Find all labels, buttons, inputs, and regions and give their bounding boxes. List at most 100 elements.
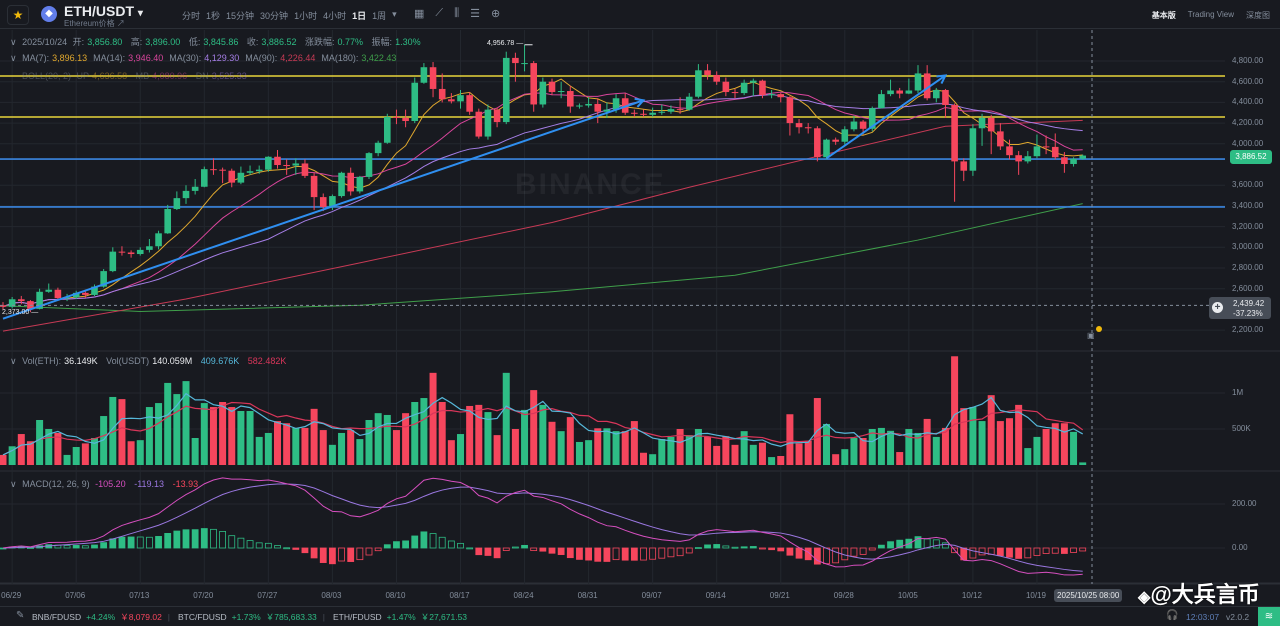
candle[interactable] [557,81,565,99]
interval-8[interactable]: ▾ [392,9,397,19]
candle[interactable] [292,158,300,175]
candle[interactable] [631,109,638,117]
collapse-chevron-icon[interactable]: ∨ [10,356,17,366]
candle[interactable] [301,159,309,178]
ticker-item[interactable]: BNB/FDUSD +4.24% ￥8,079.02 | [32,611,170,623]
candle[interactable] [136,247,144,256]
candle[interactable] [466,92,473,115]
candle[interactable] [72,290,80,300]
candle[interactable] [997,123,1004,151]
candle[interactable] [384,113,391,144]
collapse-chevron-icon[interactable]: ∨ [10,479,17,489]
candle[interactable] [731,88,739,99]
collapse-chevron-icon[interactable]: ∨ [10,37,17,47]
candle[interactable] [45,283,53,293]
candle[interactable] [567,85,574,113]
candle[interactable] [182,185,190,204]
candle[interactable] [987,114,995,155]
candle[interactable] [118,246,126,256]
candle[interactable] [255,165,263,174]
symbol-selector[interactable]: ETH/USDT ▾ [64,3,143,19]
candle[interactable] [667,105,675,114]
candle[interactable] [246,165,254,175]
candle[interactable] [283,159,290,175]
plus-circle-icon[interactable]: ⊕ [491,8,501,20]
candle[interactable] [457,89,464,109]
collapse-chevron-icon[interactable]: ∨ [10,53,17,63]
candle[interactable] [1015,151,1022,175]
candle[interactable] [676,97,684,114]
candle[interactable] [759,79,766,99]
candle[interactable] [54,287,62,301]
candle[interactable] [502,51,510,125]
candle[interactable] [411,77,419,124]
candle[interactable] [960,158,968,182]
ticker-item[interactable]: ETH/FDUSD +1.47% ￥27,671.53 [333,611,473,623]
candle[interactable] [365,152,373,179]
view-tab-0[interactable]: 基本版 [1151,11,1176,20]
alert-bell-icon[interactable]: ▣ [1087,331,1095,340]
candle[interactable] [1024,151,1032,164]
candle[interactable] [704,64,711,80]
candle[interactable] [594,98,602,124]
candle[interactable] [923,65,931,101]
candle[interactable] [347,167,354,196]
candle[interactable] [786,96,794,136]
interval-7[interactable]: 1周 [372,11,387,21]
trendline-arrow-drawing[interactable] [825,74,948,160]
symbol-subtitle-link[interactable]: Ethereum价格 ↗ [64,19,125,28]
candle[interactable] [265,156,272,172]
candle[interactable] [658,104,666,115]
candle[interactable] [310,172,318,211]
candle[interactable] [878,89,885,109]
candle[interactable] [228,168,236,188]
settings-sliders-icon[interactable]: ☰ [470,8,481,20]
candle[interactable] [356,175,364,194]
candle[interactable] [814,126,821,162]
add-alert-plus-icon[interactable]: + [1212,302,1223,313]
candle[interactable] [210,158,217,175]
candle[interactable] [722,77,730,97]
candle-type-icon[interactable]: ⫼ [454,7,460,19]
candle[interactable] [905,78,913,95]
candle[interactable] [8,296,16,309]
candle[interactable] [887,79,894,97]
edit-pencil-icon[interactable]: ✎ [16,610,25,621]
candle[interactable] [713,71,720,85]
candle[interactable] [164,204,171,234]
candle[interactable] [603,102,611,118]
candle[interactable] [420,63,428,84]
candle[interactable] [484,104,492,140]
candle[interactable] [237,166,245,185]
interval-6[interactable]: 1日 [352,11,367,21]
interval-4[interactable]: 1小时 [294,11,318,21]
candle[interactable] [127,250,135,258]
candle[interactable] [832,137,839,145]
candle[interactable] [585,97,592,108]
candle[interactable] [576,103,583,109]
candle[interactable] [91,284,98,296]
candle[interactable] [685,93,693,111]
calendar-plus-icon[interactable]: ▦ [414,8,425,20]
candle[interactable] [695,64,702,99]
candle[interactable] [274,150,281,169]
candle[interactable] [1051,133,1059,160]
candle[interactable] [438,73,446,103]
interval-5[interactable]: 4小时 [323,11,347,21]
interval-3[interactable]: 30分钟 [260,11,289,21]
candle[interactable] [18,295,25,305]
view-tab-2[interactable]: 深度图 [1246,11,1270,20]
candle[interactable] [393,109,400,125]
candle[interactable] [850,115,858,132]
candle[interactable] [429,62,437,98]
candle[interactable] [1006,139,1013,160]
candle[interactable] [795,118,803,134]
interval-1[interactable]: 1秒 [206,11,221,21]
candle[interactable] [219,167,226,184]
ticker-item[interactable]: BTC/FDUSD +1.73% ￥785,683.33 | [178,611,325,623]
candle[interactable] [201,166,208,188]
candle[interactable] [933,87,940,103]
candle[interactable] [173,191,181,211]
candle[interactable] [146,239,153,253]
